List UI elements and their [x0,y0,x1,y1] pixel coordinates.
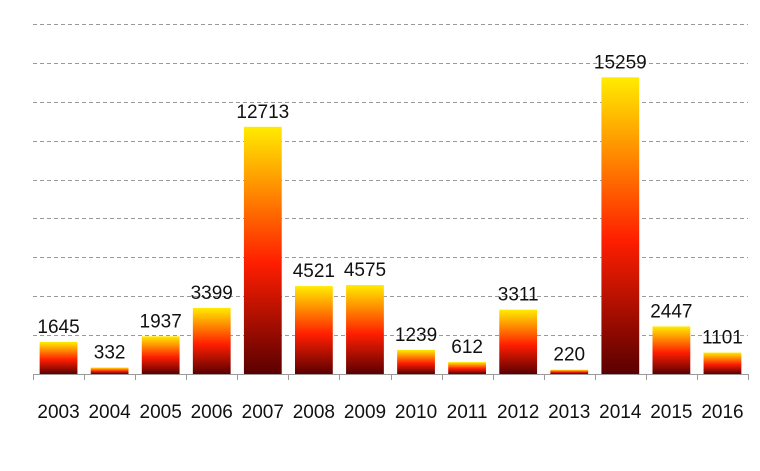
x-tick-label-2007: 2007 [242,402,284,423]
data-label-2003: 1645 [37,317,79,338]
data-label-2006: 3399 [191,283,233,304]
bar-2014 [601,77,640,375]
x-tick-label-2013: 2013 [548,402,590,423]
grid-lines [33,24,748,336]
x-tick-labels: 2003 2004 2005 2006 2007 2008 2009 2010 2011 2012… [37,402,743,423]
bar-2013 [550,369,589,374]
x-axis [33,374,749,380]
data-labels: 1645 332 1937 3399 12713 4521 4575 1239 612 3311 2… [37,52,742,365]
x-tick-label-2006: 2006 [191,402,233,423]
bar-2007 [243,126,282,374]
x-tick-label-2010: 2010 [395,402,437,423]
data-label-2015: 2447 [650,301,692,322]
bars [39,77,742,375]
data-label-2004: 332 [94,343,126,364]
bar-2006 [192,307,231,374]
data-label-2008: 4521 [293,261,335,282]
data-label-2012: 3311 [498,285,539,306]
bar-2004 [90,367,129,374]
data-label-2013: 220 [553,345,585,366]
x-tick-label-2009: 2009 [344,402,386,423]
bar-2009 [346,285,384,374]
bar-2012 [499,309,538,374]
x-tick-label-2008: 2008 [293,402,335,423]
x-tick-label-2011: 2011 [447,402,488,423]
x-tick-label-2004: 2004 [88,402,131,423]
data-label-2010: 1239 [395,325,437,346]
data-label-2009: 4575 [344,260,386,281]
x-tick-label-2012: 2012 [497,402,539,423]
bar-2008 [295,286,333,374]
bar-2005 [141,336,180,374]
bar-2010 [397,349,435,374]
x-tick-label-2005: 2005 [140,402,182,423]
data-label-2007: 12713 [236,102,289,123]
x-tick-label-2014: 2014 [599,402,642,423]
x-tick-label-2016: 2016 [701,402,743,423]
x-tick-label-2003: 2003 [37,402,79,423]
data-label-2016: 1101 [702,328,743,349]
bar-2015 [652,326,691,374]
data-label-2011: 612 [451,337,483,358]
bar-2003 [39,342,78,374]
data-label-2014: 15259 [594,52,647,73]
bar-2016 [703,352,742,374]
data-label-2005: 1937 [140,311,182,332]
x-tick-label-2015: 2015 [650,402,692,423]
bar-2011 [448,362,486,374]
